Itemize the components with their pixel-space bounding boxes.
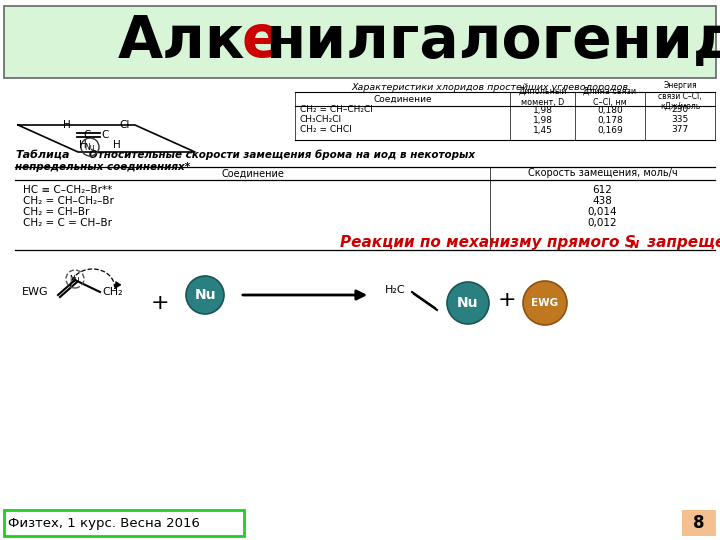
- Text: 1,45: 1,45: [533, 125, 552, 134]
- Text: Характеристики хлоридов простейших углеводородов: Характеристики хлоридов простейших углев…: [351, 84, 629, 92]
- Text: 1,98: 1,98: [533, 105, 552, 114]
- Text: 0,012: 0,012: [588, 218, 617, 228]
- Text: 1,98: 1,98: [533, 116, 552, 125]
- Text: CH₂ = CH–Br: CH₂ = CH–Br: [23, 207, 89, 217]
- Text: CH₂ = CH–CH₂Cl: CH₂ = CH–CH₂Cl: [300, 105, 373, 114]
- Text: 612: 612: [593, 185, 613, 195]
- Text: 8: 8: [693, 514, 705, 532]
- FancyBboxPatch shape: [4, 510, 244, 536]
- Text: EWG: EWG: [531, 298, 559, 308]
- Text: EWG: EWG: [22, 287, 49, 297]
- Text: 335: 335: [671, 116, 688, 125]
- Text: +: +: [498, 290, 516, 310]
- Text: N: N: [630, 240, 639, 250]
- Text: Физтех, 1 курс. Весна 2016: Физтех, 1 курс. Весна 2016: [8, 516, 200, 530]
- Text: Соединение: Соединение: [221, 168, 284, 179]
- Text: непредельных соединениях*: непредельных соединениях*: [15, 162, 190, 172]
- Text: Алк: Алк: [118, 12, 246, 70]
- Text: Длина связи
C–Cl, нм: Длина связи C–Cl, нм: [583, 87, 636, 107]
- Text: +: +: [150, 293, 169, 313]
- Text: Nu: Nu: [85, 143, 95, 152]
- Text: Nu: Nu: [457, 296, 479, 310]
- Text: CH₂: CH₂: [102, 287, 122, 297]
- Text: 0,014: 0,014: [588, 207, 617, 217]
- Text: HC ≡ C–CH₂–Br**: HC ≡ C–CH₂–Br**: [23, 185, 112, 195]
- FancyBboxPatch shape: [682, 510, 716, 536]
- Text: е: е: [242, 12, 282, 70]
- Circle shape: [447, 282, 489, 324]
- Text: 0,178: 0,178: [597, 116, 623, 125]
- Text: H₂C: H₂C: [385, 285, 405, 295]
- Text: Nu: Nu: [70, 274, 81, 284]
- Text: Дипольный
момент, D: Дипольный момент, D: [518, 87, 567, 107]
- Text: Скорость замещения, моль/ч: Скорость замещения, моль/ч: [528, 168, 678, 179]
- Text: C: C: [84, 130, 91, 140]
- Text: Таблица: Таблица: [15, 150, 70, 160]
- FancyBboxPatch shape: [4, 6, 716, 78]
- Text: C: C: [102, 130, 109, 140]
- Text: CH₂ = CH–CH₂–Br: CH₂ = CH–CH₂–Br: [23, 196, 114, 206]
- Text: 0,180: 0,180: [597, 105, 623, 114]
- Text: 0,169: 0,169: [597, 125, 623, 134]
- Circle shape: [186, 276, 224, 314]
- Text: Соединение: Соединение: [373, 94, 432, 104]
- Text: Cl: Cl: [120, 120, 130, 130]
- Text: H: H: [79, 140, 87, 150]
- Text: CH₃CH₂Cl: CH₃CH₂Cl: [300, 116, 342, 125]
- Text: Относительные скорости замещения брома на иод в некоторых: Относительные скорости замещения брома н…: [78, 150, 475, 160]
- Text: Реакции по механизму прямого S: Реакции по механизму прямого S: [340, 234, 636, 249]
- Text: H: H: [113, 140, 121, 150]
- Text: H: H: [63, 120, 71, 130]
- Text: запрещены: запрещены: [642, 234, 720, 249]
- Text: 438: 438: [593, 196, 613, 206]
- Text: CH₂ = CHCl: CH₂ = CHCl: [300, 125, 352, 134]
- Text: 377: 377: [671, 125, 688, 134]
- Text: Энергия
связи С–Cl,
кДж/моль: Энергия связи С–Cl, кДж/моль: [658, 81, 702, 111]
- Circle shape: [523, 281, 567, 325]
- Text: 230: 230: [672, 105, 688, 114]
- Text: Nu: Nu: [194, 288, 216, 302]
- Text: нилгалогениды: нилгалогениды: [265, 12, 720, 70]
- Text: CH₂ = C = CH–Br: CH₂ = C = CH–Br: [23, 218, 112, 228]
